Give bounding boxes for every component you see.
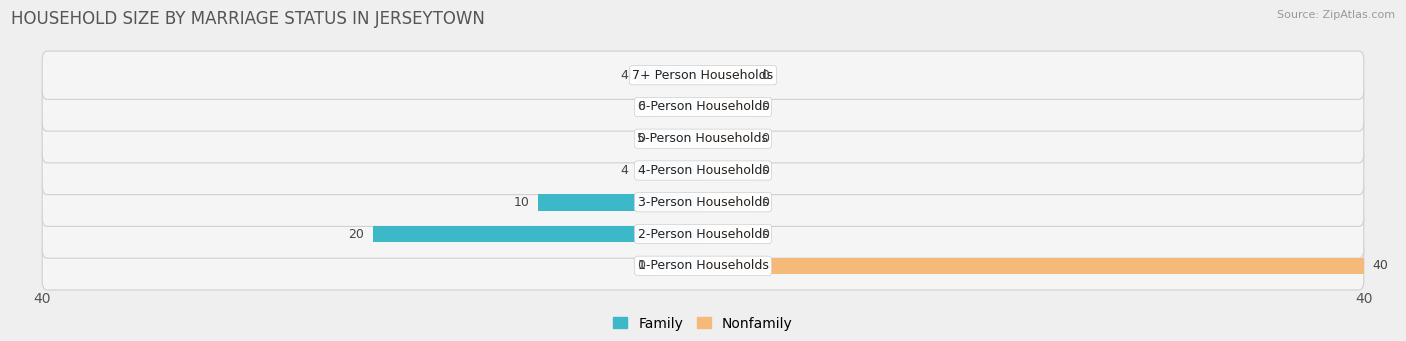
FancyBboxPatch shape bbox=[42, 51, 1364, 99]
Text: 0: 0 bbox=[637, 132, 645, 145]
Bar bbox=[537, 194, 703, 210]
FancyBboxPatch shape bbox=[42, 242, 1364, 290]
Legend: Family, Nonfamily: Family, Nonfamily bbox=[613, 316, 793, 330]
Bar bbox=[654, 257, 703, 274]
Text: HOUSEHOLD SIZE BY MARRIAGE STATUS IN JERSEYTOWN: HOUSEHOLD SIZE BY MARRIAGE STATUS IN JER… bbox=[11, 10, 485, 28]
Text: 0: 0 bbox=[637, 101, 645, 114]
Text: 3-Person Households: 3-Person Households bbox=[637, 196, 769, 209]
Text: Source: ZipAtlas.com: Source: ZipAtlas.com bbox=[1277, 10, 1395, 20]
FancyBboxPatch shape bbox=[42, 178, 1364, 226]
Text: 7+ Person Households: 7+ Person Households bbox=[633, 69, 773, 82]
FancyBboxPatch shape bbox=[42, 146, 1364, 195]
FancyBboxPatch shape bbox=[42, 210, 1364, 258]
Text: 2-Person Households: 2-Person Households bbox=[637, 227, 769, 240]
Text: 0: 0 bbox=[761, 164, 769, 177]
Bar bbox=[703, 257, 1364, 274]
FancyBboxPatch shape bbox=[42, 115, 1364, 163]
Bar bbox=[703, 99, 752, 115]
FancyBboxPatch shape bbox=[42, 83, 1364, 131]
Text: 0: 0 bbox=[761, 227, 769, 240]
Text: 1-Person Households: 1-Person Households bbox=[637, 259, 769, 272]
Text: 5-Person Households: 5-Person Households bbox=[637, 132, 769, 145]
Bar bbox=[703, 131, 752, 147]
Bar bbox=[373, 226, 703, 242]
Text: 0: 0 bbox=[761, 132, 769, 145]
Bar bbox=[654, 131, 703, 147]
Bar bbox=[703, 67, 752, 84]
Text: 0: 0 bbox=[761, 69, 769, 82]
Text: 4: 4 bbox=[621, 69, 628, 82]
Text: 0: 0 bbox=[637, 259, 645, 272]
Bar bbox=[703, 194, 752, 210]
Text: 4-Person Households: 4-Person Households bbox=[637, 164, 769, 177]
Text: 4: 4 bbox=[621, 164, 628, 177]
Text: 0: 0 bbox=[761, 101, 769, 114]
Bar bbox=[637, 67, 703, 84]
Text: 40: 40 bbox=[1372, 259, 1388, 272]
Text: 6-Person Households: 6-Person Households bbox=[637, 101, 769, 114]
Bar bbox=[703, 226, 752, 242]
Bar bbox=[637, 162, 703, 179]
Bar bbox=[703, 162, 752, 179]
Text: 20: 20 bbox=[349, 227, 364, 240]
Bar bbox=[654, 99, 703, 115]
Text: 0: 0 bbox=[761, 196, 769, 209]
Text: 10: 10 bbox=[513, 196, 530, 209]
